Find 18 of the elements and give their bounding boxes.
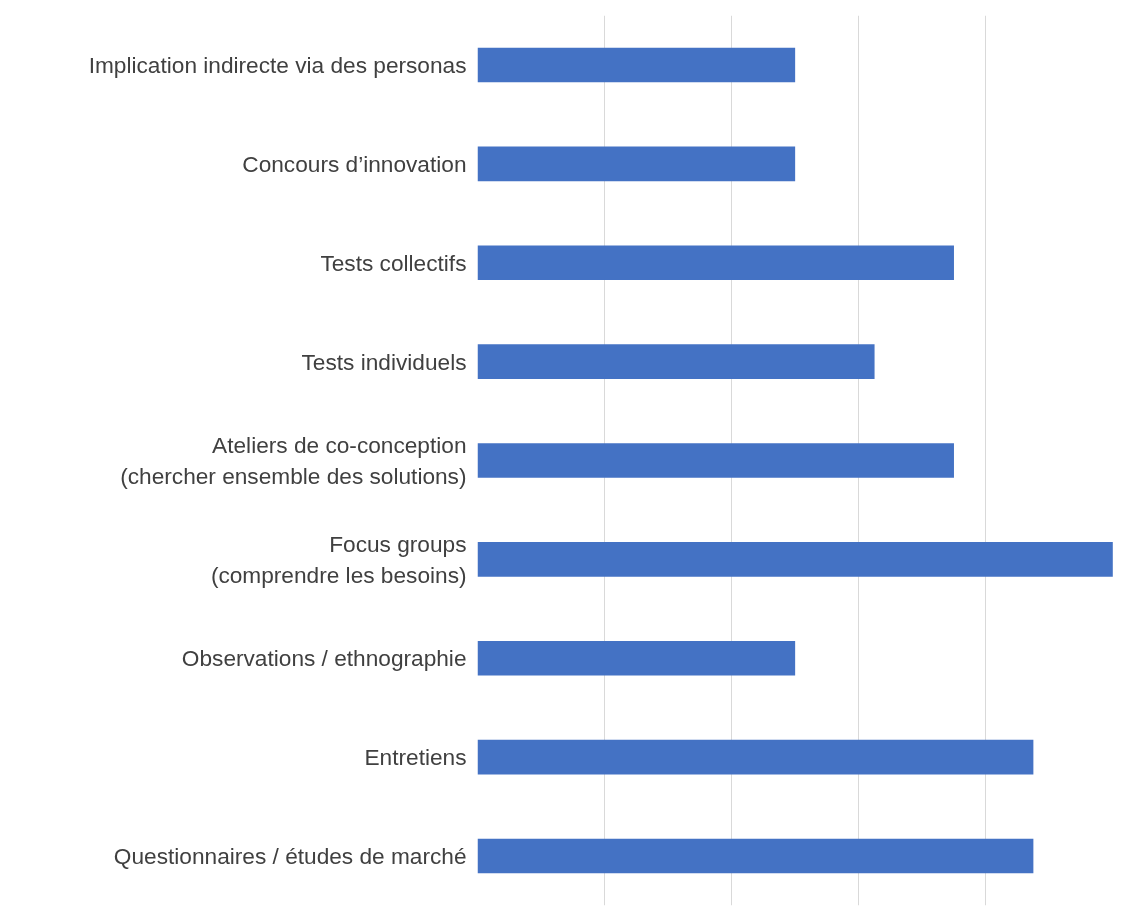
- bar: [477, 838, 1034, 874]
- y-tick-label: Observations / ethnographie: [181, 645, 467, 672]
- y-tick-label: Tests collectifs: [320, 249, 467, 276]
- y-tick-label: Implication indirecte via des personas: [88, 51, 467, 78]
- bar: [477, 245, 954, 281]
- y-tick-label: Questionnaires / études de marché: [113, 843, 467, 870]
- bar: [477, 542, 1113, 577]
- y-tick-label: Tests individuels: [301, 348, 467, 375]
- bar: [477, 47, 796, 83]
- bar: [477, 739, 1034, 775]
- bar: [477, 443, 954, 478]
- bar: [477, 146, 796, 182]
- bar: [477, 640, 796, 676]
- y-tick-label: Concours d’innovation: [242, 150, 467, 177]
- y-tick-label: Focus groups (comprendre les besoins): [210, 530, 467, 588]
- y-tick-label: Ateliers de co-conception (chercher ensemble des solutions): [120, 431, 467, 490]
- y-tick-label: Entretiens: [364, 744, 467, 771]
- bar: [477, 344, 875, 379]
